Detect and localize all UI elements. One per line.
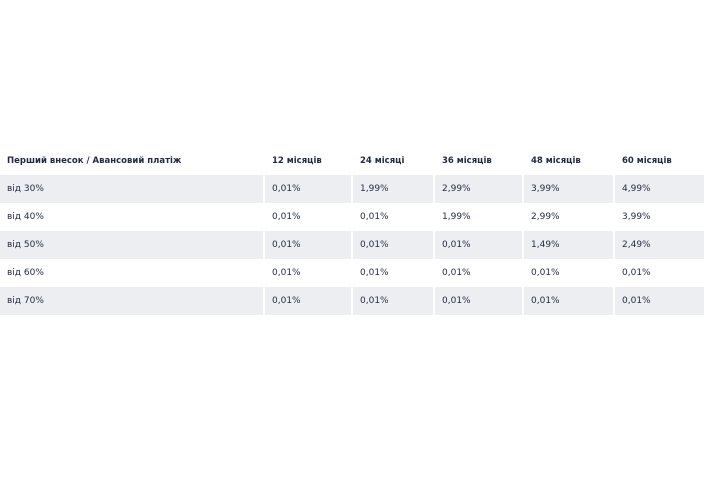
rate-cell: 0,01% <box>351 203 433 231</box>
table-row: від 70% 0,01% 0,01% 0,01% 0,01% 0,01% <box>0 287 704 315</box>
rate-cell: 0,01% <box>433 259 522 287</box>
rate-cell: 0,01% <box>351 259 433 287</box>
row-label: від 30% <box>0 175 263 203</box>
row-label: від 60% <box>7 268 44 278</box>
header-cell: 60 місяців <box>613 147 704 175</box>
header-cell: 48 місяців <box>522 147 613 175</box>
header-cell: 36 місяців <box>433 147 522 175</box>
rate-cell: 3,99% <box>613 203 704 231</box>
rate-cell: 0,01% <box>263 259 351 287</box>
row-label: від 70% <box>0 287 263 315</box>
rate-cell: 0,01% <box>613 287 704 315</box>
rate-cell: 1,99% <box>351 175 433 203</box>
rate-cell: 0,01% <box>263 203 351 231</box>
rate-cell: 0,01% <box>433 231 522 259</box>
table-row: від 40% 0,01% 0,01% 1,99% 2,99% 3,99% <box>0 203 704 231</box>
rate-cell: 0,01% <box>433 287 522 315</box>
rate-cell: 4,99% <box>613 175 704 203</box>
header-cell: Перший внесок / Авансовий платіж <box>7 156 182 166</box>
rates-table: Перший внесок / Авансовий платіж 12 місяц… <box>0 147 704 315</box>
rate-cell: 0,01% <box>263 287 351 315</box>
rate-cell: 0,01% <box>522 259 613 287</box>
rate-cell: 0,01% <box>522 287 613 315</box>
rate-cell: 2,49% <box>613 231 704 259</box>
header-cell: 12 місяців <box>263 147 351 175</box>
table-row: від 30% 0,01% 1,99% 2,99% 3,99% 4,99% <box>0 175 704 203</box>
rate-cell: 3,99% <box>522 175 613 203</box>
table-row: від 60% 0,01% 0,01% 0,01% 0,01% 0,01% <box>0 259 704 287</box>
rate-cell: 2,99% <box>522 203 613 231</box>
header-cell: 24 місяці <box>351 147 433 175</box>
rate-cell: 0,01% <box>351 231 433 259</box>
rate-cell: 1,99% <box>433 203 522 231</box>
row-label: від 40% <box>7 212 44 222</box>
rate-cell: 0,01% <box>263 231 351 259</box>
rate-cell: 0,01% <box>613 259 704 287</box>
row-label: від 50% <box>0 231 263 259</box>
rate-cell: 2,99% <box>433 175 522 203</box>
rate-cell: 0,01% <box>263 175 351 203</box>
header-row: Перший внесок / Авансовий платіж 12 місяц… <box>0 147 704 175</box>
rate-cell: 1,49% <box>522 231 613 259</box>
rate-cell: 0,01% <box>351 287 433 315</box>
table-row: від 50% 0,01% 0,01% 0,01% 1,49% 2,49% <box>0 231 704 259</box>
